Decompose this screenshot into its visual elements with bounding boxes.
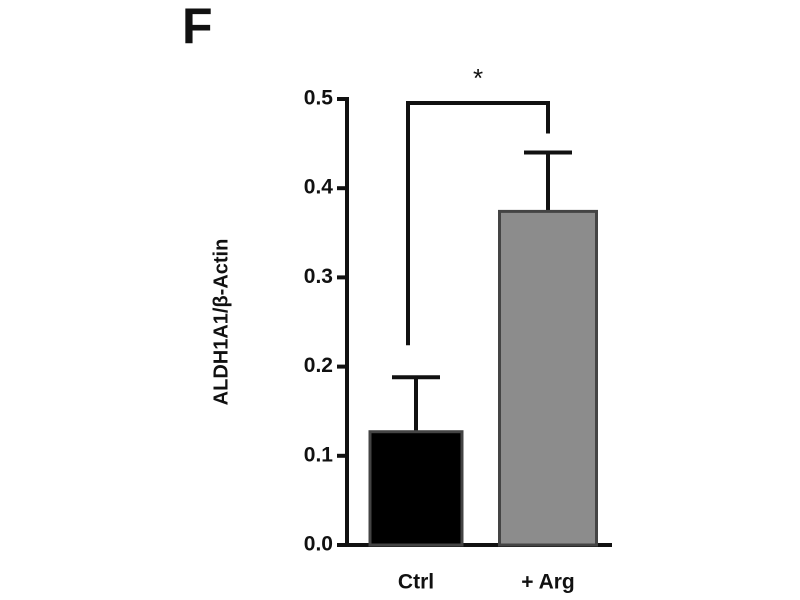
panel-label: F (182, 0, 213, 54)
bar (498, 209, 598, 547)
y-tick-label: 0.3 (304, 265, 333, 288)
x-tick-label: Ctrl (398, 571, 434, 594)
y-tick-label: 0.4 (304, 176, 334, 199)
y-tick-label: 0.2 (304, 354, 333, 377)
significance-bracket (406, 101, 550, 346)
significance-label: * (473, 63, 483, 93)
x-tick-label: + Arg (521, 571, 574, 594)
y-tick-label: 0.1 (304, 443, 334, 466)
y-tick-label: 0.5 (304, 87, 334, 110)
y-tick-label: 0.0 (304, 533, 333, 556)
y-axis-label: ALDH1A1/β-Actin (210, 239, 232, 406)
bar (368, 430, 464, 547)
